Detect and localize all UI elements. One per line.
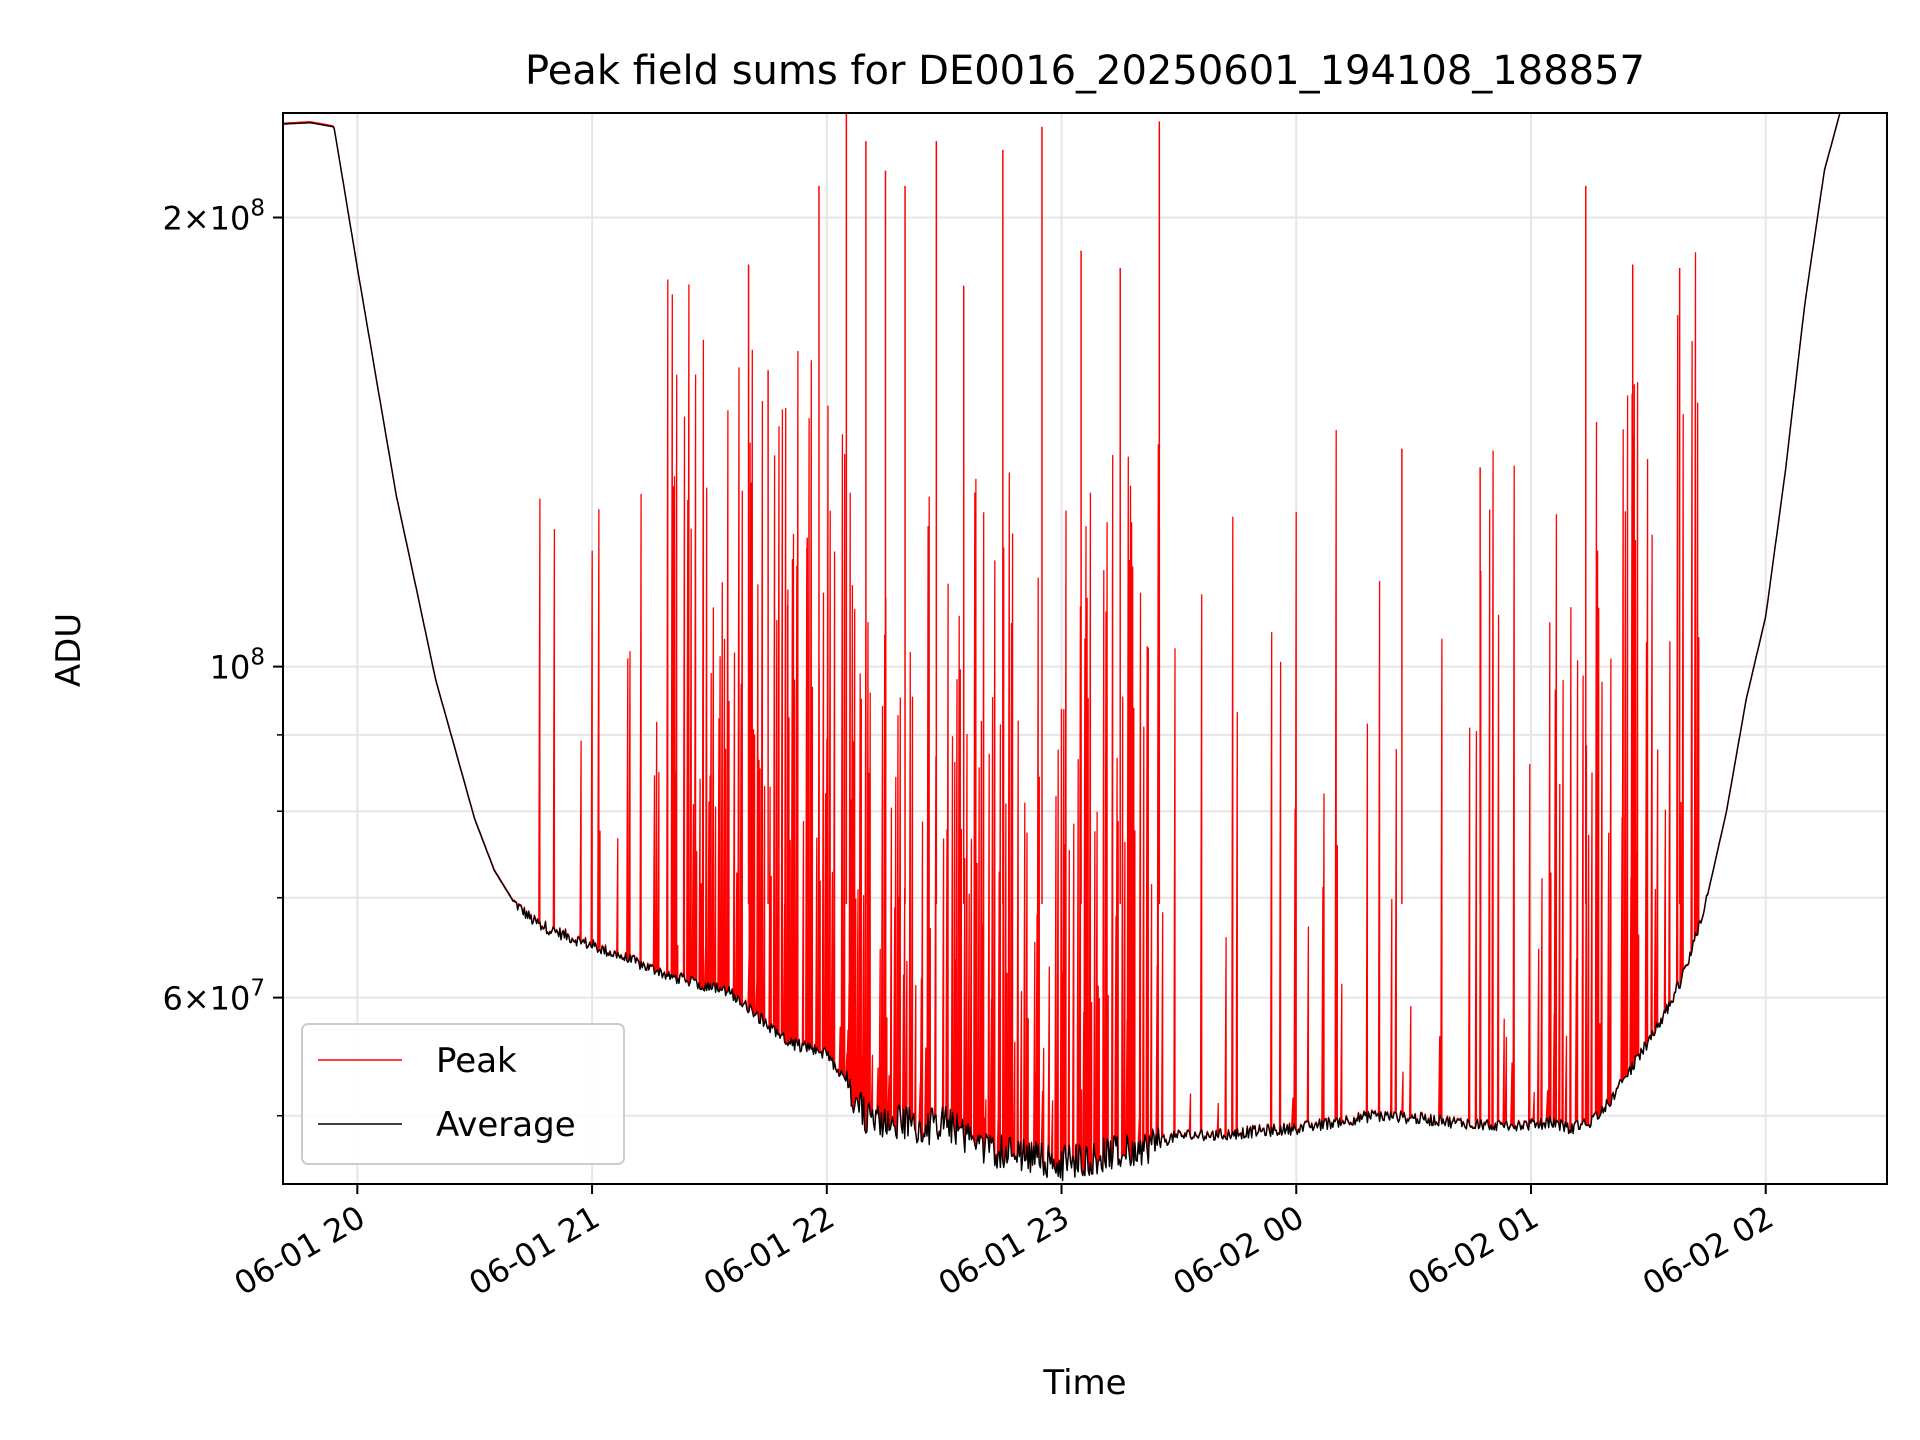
y-tick-label-base: 10 [210,649,251,687]
y-tick-label-exponent: 8 [250,195,265,221]
legend-peak-label: Peak [436,1041,517,1081]
chart-title: Peak field sums for DE0016_20250601_1941… [525,48,1645,94]
x-axis-label: Time [1042,1363,1126,1403]
series-layer [283,113,1841,1181]
legend-average-label: Average [436,1105,576,1145]
y-axis-label: ADU [49,613,89,687]
y-tick-label: 2×108 [162,195,265,237]
legend: Peak Average [301,1023,625,1165]
plot-frame [282,112,1888,1185]
average-series-line [283,113,1841,1181]
y-tick-label-exponent: 7 [250,976,265,1002]
y-tick-label: 6×107 [162,976,265,1018]
y-tick-label-base: 6×10 [162,980,250,1018]
y-tick-label-base: 2×10 [162,199,250,237]
y-tick-label-exponent: 8 [250,645,265,671]
legend-box [301,1023,625,1165]
y-tick-label: 108 [210,645,265,687]
peak-series-line [283,113,1841,1180]
